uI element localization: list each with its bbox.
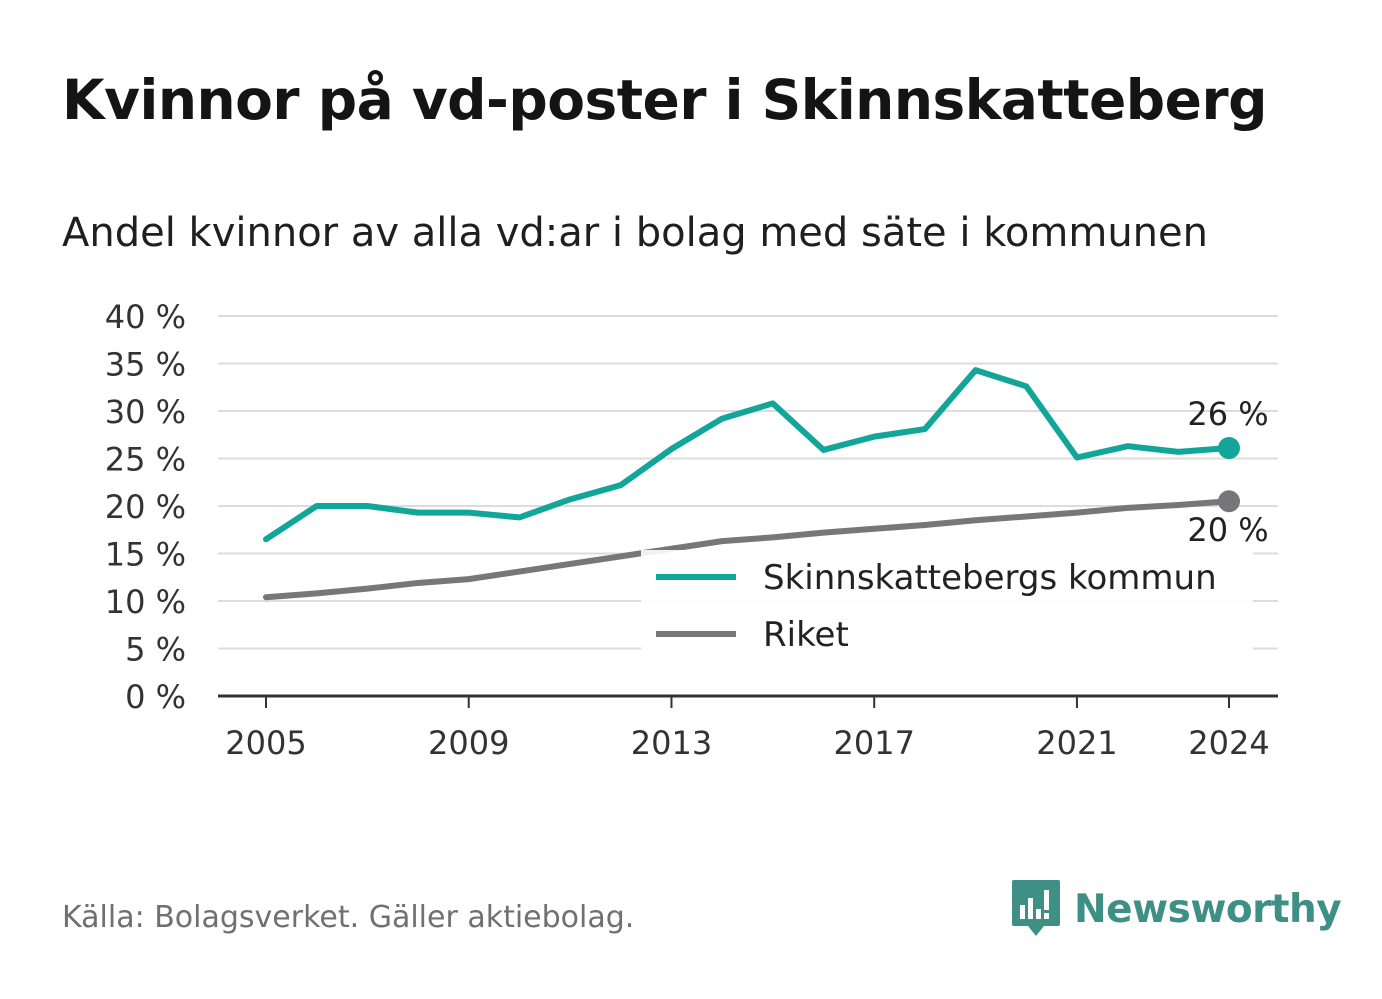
x-tick-label: 2013 [631,724,712,762]
end-label-skinnskatteberg: 26 % [1187,395,1268,433]
y-tick-label: 20 % [105,488,186,526]
source-note: Källa: Bolagsverket. Gäller aktiebolag. [62,900,635,935]
legend-box [641,550,1253,650]
chart-subtitle: Andel kvinnor av alla vd:ar i bolag med … [62,210,1208,256]
brand-logo: Newsworthy [1010,878,1342,940]
x-tick-label: 2021 [1036,724,1117,762]
y-tick-label: 0 % [125,678,186,716]
y-tick-label: 10 % [105,583,186,621]
y-tick-label: 25 % [105,441,186,479]
end-point-riket [1218,490,1240,513]
y-tick-label: 15 % [105,536,186,574]
series-line-riket [263,498,1232,601]
y-tick-label: 5 % [125,631,186,669]
x-tick-label: 2009 [428,724,509,762]
x-tick-label: 2005 [225,724,306,762]
x-tick-label: 2024 [1188,724,1269,762]
newsworthy-logo-icon [1012,880,1060,936]
brand-name: Newsworthy [1074,886,1342,932]
x-tick-label: 2017 [833,724,914,762]
chart-title: Kvinnor på vd-poster i Skinnskatteberg [62,68,1267,132]
y-tick-label: 40 % [105,298,186,336]
end-label-riket: 20 % [1187,511,1268,549]
series-line-skinnskatteberg [263,367,1232,543]
y-tick-label: 35 % [105,346,186,384]
legend-label: Skinnskattebergs kommun [763,558,1217,598]
y-tick-label: 30 % [105,393,186,431]
legend-label: Riket [763,615,849,655]
end-point-skinnskatteberg [1218,437,1240,460]
